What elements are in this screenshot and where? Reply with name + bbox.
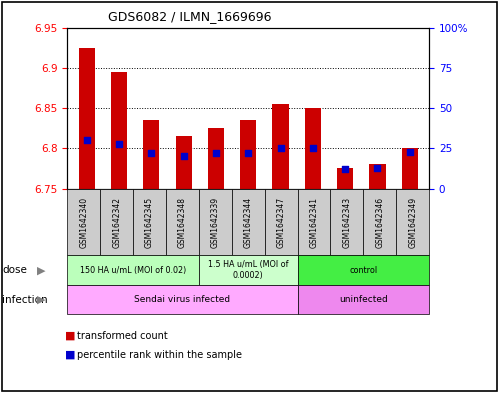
Text: ■: ■ [65, 331, 75, 341]
Bar [369, 165, 386, 189]
Bar [143, 120, 159, 189]
Text: uninfected: uninfected [339, 295, 388, 304]
Text: ■: ■ [65, 350, 75, 360]
Text: GSM1642340: GSM1642340 [79, 196, 88, 248]
Bar [305, 108, 321, 189]
Text: dose: dose [2, 265, 27, 275]
Text: Sendai virus infected: Sendai virus infected [134, 295, 231, 304]
Bar [79, 48, 95, 189]
Point [115, 140, 123, 147]
Point [83, 137, 91, 143]
Bar [176, 136, 192, 189]
Text: percentile rank within the sample: percentile rank within the sample [77, 350, 243, 360]
Text: 150 HA u/mL (MOI of 0.02): 150 HA u/mL (MOI of 0.02) [80, 266, 186, 275]
Text: GSM1642347: GSM1642347 [276, 196, 285, 248]
Point [406, 149, 414, 155]
Text: 1.5 HA u/mL (MOI of
0.0002): 1.5 HA u/mL (MOI of 0.0002) [208, 261, 288, 280]
Bar [240, 120, 256, 189]
Text: transformed count: transformed count [77, 331, 168, 341]
Text: GSM1642343: GSM1642343 [342, 196, 351, 248]
Text: GSM1642339: GSM1642339 [211, 196, 220, 248]
Bar [337, 169, 353, 189]
Point [341, 166, 349, 173]
Point [147, 150, 155, 156]
Text: GSM1642341: GSM1642341 [309, 196, 318, 248]
Point [276, 145, 284, 152]
Point [244, 150, 252, 156]
Text: GDS6082 / ILMN_1669696: GDS6082 / ILMN_1669696 [108, 10, 271, 23]
Point [180, 153, 188, 160]
Bar [208, 128, 224, 189]
Bar [272, 104, 288, 189]
Point [373, 165, 381, 171]
Text: infection: infection [2, 295, 48, 305]
Point [309, 145, 317, 152]
Text: GSM1642345: GSM1642345 [145, 196, 154, 248]
Text: GSM1642342: GSM1642342 [112, 196, 121, 248]
Text: GSM1642346: GSM1642346 [375, 196, 384, 248]
Text: control: control [349, 266, 377, 275]
Text: ▶: ▶ [36, 295, 45, 305]
Bar [111, 72, 127, 189]
Text: GSM1642348: GSM1642348 [178, 196, 187, 248]
Text: ▶: ▶ [36, 265, 45, 275]
Text: GSM1642349: GSM1642349 [408, 196, 417, 248]
Bar [402, 149, 418, 189]
Text: GSM1642344: GSM1642344 [244, 196, 253, 248]
Point [212, 150, 220, 156]
